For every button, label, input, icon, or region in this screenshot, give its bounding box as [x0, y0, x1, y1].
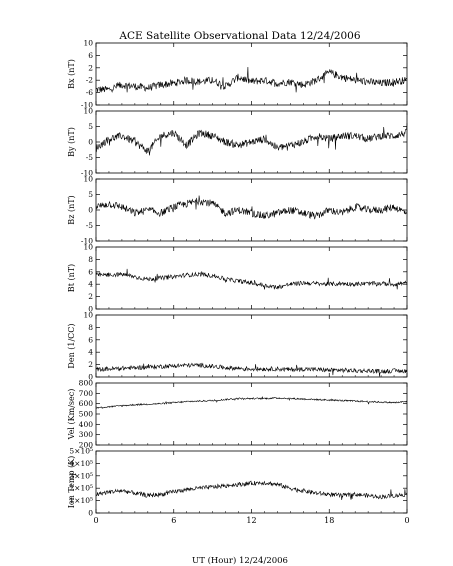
- y-tick-label: 300: [79, 430, 94, 439]
- y-tick-label: 5: [88, 122, 93, 131]
- panel: -10 -5 0 5 10 Bz (nT): [67, 175, 408, 246]
- y-tick-label: 800: [79, 379, 94, 388]
- panel-frame: [95, 450, 408, 514]
- x-axis-label: UT (Hour) 12/24/2006: [192, 555, 288, 566]
- panel-frame: [95, 42, 408, 106]
- y-tick-label: 5: [88, 190, 93, 199]
- panel: -10 -5 0 5 10 By (nT): [67, 107, 408, 178]
- series-line: [95, 66, 407, 93]
- y-tick-label: -10: [81, 237, 93, 246]
- y-axis-label: Bx (nT): [67, 59, 76, 89]
- y-tick-label: 10: [83, 39, 93, 48]
- y-tick-label: -6: [86, 88, 94, 97]
- y-tick-label: 700: [79, 389, 94, 398]
- y-tick-label: 600: [79, 399, 94, 408]
- y-axis-label: Vel (Km/sec): [67, 389, 76, 441]
- y-tick-label: 6: [88, 51, 93, 60]
- y-tick-label: 10: [83, 175, 93, 184]
- y-axis-label: Ion Temp (K): [67, 456, 76, 509]
- y-tick-label: 4×10⁵: [69, 459, 93, 468]
- y-axis-label: Den (1/CC): [67, 323, 76, 368]
- y-tick-label: 5×10⁵: [69, 447, 93, 456]
- x-tick-label: 0: [404, 516, 409, 525]
- series-line: [95, 195, 408, 220]
- panel-frame: [95, 382, 408, 446]
- y-tick-label: 2: [88, 292, 93, 301]
- y-tick-label: 2: [88, 63, 93, 72]
- y-tick-label: 1×10⁵: [69, 496, 93, 505]
- x-tick-label: 0: [93, 516, 98, 525]
- y-tick-label: 6: [88, 267, 93, 276]
- x-axis: 0 6 12 18 0: [93, 516, 409, 525]
- y-tick-label: 0: [88, 509, 93, 518]
- y-tick-label: 4: [88, 280, 93, 289]
- y-tick-label: -5: [86, 153, 94, 162]
- panels: -10 -6 -2 2 6 10 Bx (nT) -10 -5 0 5 10 By (nT) -10 -5 0…: [67, 39, 408, 518]
- y-tick-label: -10: [81, 101, 93, 110]
- y-axis-label: Bt (nT): [67, 264, 76, 292]
- y-tick-label: 4: [88, 348, 93, 357]
- y-tick-label: 0: [88, 373, 93, 382]
- y-tick-label: 400: [79, 420, 94, 429]
- y-tick-label: 2: [88, 360, 93, 369]
- y-tick-label: 10: [83, 107, 93, 116]
- series-line: [95, 362, 408, 377]
- y-tick-label: 0: [88, 305, 93, 314]
- y-tick-label: -10: [81, 169, 93, 178]
- y-tick-label: 8: [88, 255, 93, 264]
- y-tick-label: 6: [88, 335, 93, 344]
- y-tick-label: 10: [83, 311, 93, 320]
- series-line: [95, 480, 408, 500]
- x-tick-label: 12: [246, 516, 256, 525]
- panel: -10 -6 -2 2 6 10 Bx (nT): [67, 39, 408, 110]
- x-tick-label: 6: [171, 516, 176, 525]
- y-tick-label: 8: [88, 323, 93, 332]
- series-line: [95, 268, 408, 290]
- y-tick-label: 500: [79, 410, 94, 419]
- y-tick-label: 200: [79, 441, 94, 450]
- y-axis-label: By (nT): [67, 127, 76, 157]
- x-tick-label: 18: [324, 516, 334, 525]
- series-line: [95, 395, 408, 410]
- y-axis-label: Bz (nT): [67, 195, 76, 224]
- y-tick-label: 0: [88, 138, 93, 147]
- y-tick-label: -5: [86, 221, 94, 230]
- y-tick-label: 2×10⁵: [69, 484, 93, 493]
- series-line: [95, 123, 408, 156]
- y-tick-label: 0: [88, 206, 93, 215]
- y-tick-label: 10: [83, 243, 93, 252]
- panel: 0 2 4 6 8 10 Bt (nT): [67, 243, 408, 314]
- y-tick-label: 3×10⁵: [69, 471, 93, 480]
- panel: 0 2 4 6 8 10 Den (1/CC): [67, 311, 408, 382]
- y-tick-label: -2: [86, 76, 94, 85]
- panel-frame: [95, 246, 408, 310]
- chart-title: ACE Satellite Observational Data 12/24/2…: [118, 30, 360, 42]
